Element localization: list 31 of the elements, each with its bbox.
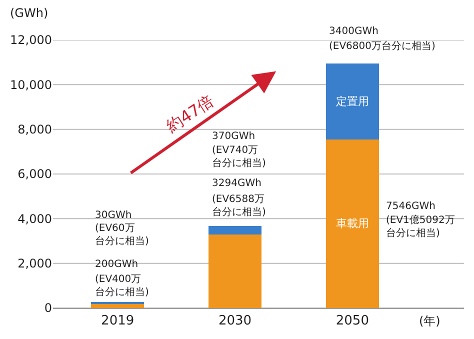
annotation: 7546GWh	[386, 201, 436, 212]
y-tick-label: 10,000	[10, 78, 52, 92]
x-tick-label: 2050	[336, 314, 369, 329]
y-tick-label: 8,000	[18, 122, 52, 137]
annotation: 370GWh	[212, 131, 256, 142]
annotation: (EV60万台分に相当)	[95, 223, 149, 247]
x-tick-label: 2030	[218, 314, 252, 329]
bar	[208, 234, 262, 308]
annotation: (EV740万台分に相当)	[212, 145, 266, 169]
y-tick-label: 2,000	[18, 256, 52, 271]
annotation: (EV6800万台分に相当)	[329, 40, 436, 52]
y-axis-title: (GWh)	[10, 6, 48, 20]
y-tick-label: 12,000	[10, 33, 52, 48]
annotation: (EV1億5092万台分に相当)	[386, 214, 455, 239]
y-tick-label: 6,000	[18, 167, 52, 182]
bar	[91, 304, 144, 308]
bar	[326, 139, 379, 308]
annotation: 30GWh	[95, 210, 132, 221]
bar	[326, 64, 379, 140]
annotation: 3294GWh	[212, 178, 262, 189]
series-label: 車載用	[336, 217, 369, 230]
bar	[208, 226, 262, 234]
annotation: 200GWh	[95, 259, 138, 270]
x-tick-label: 2019	[101, 314, 134, 329]
annotation: (EV400万台分に相当)	[95, 274, 149, 298]
annotation: (EV6588万台分に相当)	[212, 194, 266, 218]
x-axis-title: (年)	[419, 314, 440, 328]
text: 3400GWh	[329, 26, 378, 37]
y-tick-label: 0	[44, 301, 52, 316]
y-tick-label: 4,000	[18, 212, 52, 226]
series-label: 定置用	[336, 95, 369, 108]
